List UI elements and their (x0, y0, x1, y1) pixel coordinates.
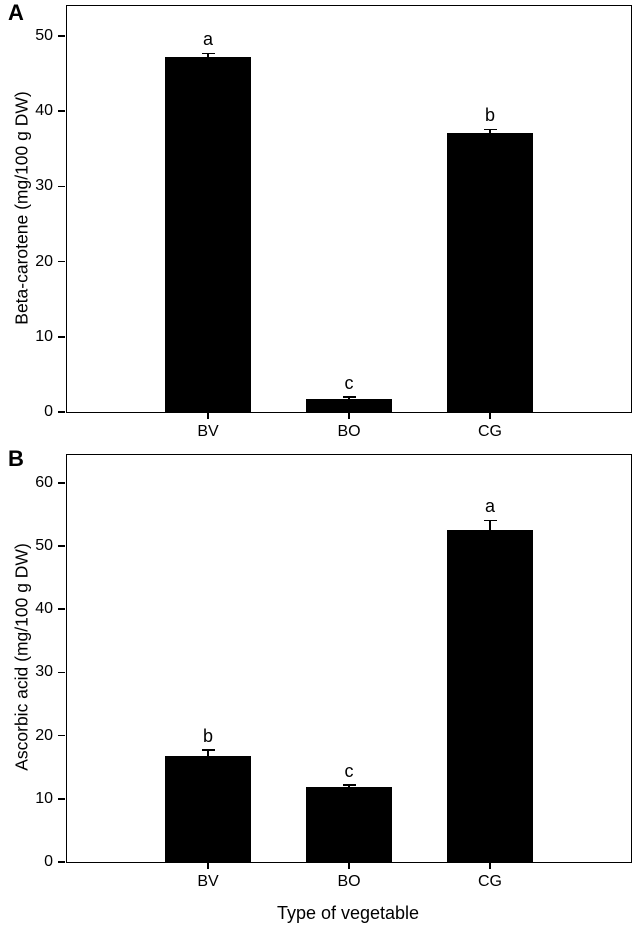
y-tick (58, 798, 66, 800)
y-tick (58, 35, 66, 37)
x-axis-title: Type of vegetable (276, 903, 420, 923)
x-tick-bv (207, 862, 209, 869)
y-tick-label: 20 (35, 726, 53, 744)
error-bar-cg (489, 130, 491, 137)
error-bar-cap-bv (201, 52, 215, 55)
y-tick-label: 40 (35, 600, 53, 618)
y-tick (58, 861, 66, 863)
plot-area-panel-b: 0 10 20 30 40 50 60 b BV c BO a CG (35, 454, 632, 890)
error-bar-bo (348, 398, 350, 403)
y-tick-label: 0 (44, 853, 53, 870)
y-tick (58, 185, 66, 188)
y-tick (58, 482, 66, 484)
error-bar-cap-bv (201, 749, 215, 751)
y-tick-label: 30 (35, 177, 53, 195)
y-tick-label: 10 (35, 789, 53, 807)
bar-bv (165, 755, 251, 862)
bar-bv (165, 57, 251, 412)
y-tick (58, 260, 66, 263)
panel-label-b: B (8, 446, 24, 471)
y-axis-title-beta-carotene: Beta-carotene (mg/100 g DW) (11, 91, 32, 325)
y-tick-label: 60 (35, 473, 53, 491)
significance-letter-bo: c (344, 373, 354, 394)
significance-letter-bv: a (202, 29, 213, 50)
bar-bo (306, 787, 392, 862)
y-tick (58, 608, 66, 610)
x-tick-bo (348, 862, 350, 869)
y-tick (58, 336, 66, 338)
significance-letter-cg: b (484, 105, 495, 126)
error-bar-cap-bo (342, 396, 356, 399)
y-tick-label: 50 (35, 537, 53, 554)
significance-letter-cg: a (484, 496, 495, 517)
error-bar-bv (207, 54, 209, 61)
y-tick (58, 671, 66, 674)
error-bar-bo (348, 785, 350, 791)
significance-letter-bo: c (344, 760, 354, 781)
x-tick-label-bo: BO (337, 873, 361, 890)
y-tick-label: 20 (35, 252, 53, 270)
x-tick-cg (489, 412, 491, 419)
y-tick (58, 411, 66, 413)
error-bar-cg (489, 521, 491, 533)
y-tick-label: 40 (35, 102, 53, 120)
y-tick-label: 0 (44, 403, 53, 420)
error-bar-cap-cg (483, 128, 497, 131)
y-tick-label: 30 (35, 663, 53, 681)
x-tick-label-bv: BV (197, 873, 219, 890)
error-bar-cap-bo (342, 783, 356, 786)
error-bar-cap-cg (483, 519, 497, 522)
y-tick-label: 50 (35, 27, 53, 45)
x-tick-label-cg: CG (478, 873, 502, 890)
x-tick-label-cg: CG (478, 423, 502, 440)
bar-bo (306, 399, 392, 412)
x-tick-bv (207, 412, 209, 419)
bar-cg (447, 529, 533, 862)
x-tick-cg (489, 862, 491, 869)
y-tick (58, 110, 66, 113)
error-bar-bv (207, 750, 209, 759)
x-tick-bo (348, 412, 350, 419)
x-tick-label-bv: BV (197, 423, 219, 440)
x-tick-label-bo: BO (337, 423, 361, 440)
plot-area-panel-a: 0 10 20 30 40 50 a BV c BO b CG (35, 5, 632, 440)
y-tick-label: 10 (35, 327, 53, 345)
significance-letter-bv: b (202, 725, 213, 746)
bar-cg (447, 133, 533, 412)
y-tick (58, 545, 66, 547)
y-tick (58, 734, 66, 737)
panel-label-a: A (8, 0, 24, 25)
